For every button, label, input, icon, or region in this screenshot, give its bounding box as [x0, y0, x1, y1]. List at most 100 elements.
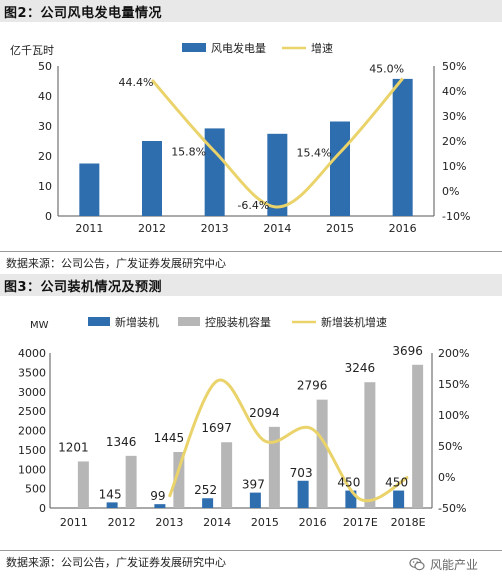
figure3-header: 图3：公司装机情况及预测 — [0, 274, 502, 296]
bar-new-installed — [154, 504, 166, 508]
y2-tick-label: 30% — [442, 110, 466, 123]
bar-new-installed — [297, 480, 309, 508]
y2-tick-label: 0% — [442, 185, 459, 198]
y2-tick-label: 200% — [438, 347, 469, 360]
growth-data-label: -6.4% — [237, 199, 269, 212]
legend-label-generation: 风电发电量 — [211, 41, 266, 55]
x-tick-label: 2011 — [60, 516, 88, 529]
figure2-header: 图2：公司风电发电量情况 — [0, 0, 502, 22]
watermark-text: 风能产业 — [430, 558, 479, 572]
x-tick-label: 2014 — [263, 222, 291, 235]
bar-generation — [392, 78, 413, 217]
capacity-data-label: 2796 — [297, 379, 328, 393]
y-tick-label: 0 — [39, 502, 46, 515]
x-tick-label: 2013 — [201, 222, 229, 235]
bar-capacity — [364, 382, 376, 508]
x-tick-label: 2016 — [299, 516, 327, 529]
bar-generation — [267, 133, 288, 216]
bar-new-installed — [345, 490, 357, 508]
y2-tick-label: 150% — [438, 378, 469, 391]
y2-tick-label: 40% — [442, 85, 466, 98]
new-installed-data-label: 703 — [290, 466, 313, 480]
growth-data-label: 15.4% — [297, 147, 332, 160]
new-installed-data-label: 450 — [385, 476, 408, 490]
legend-swatch-capacity — [178, 317, 200, 326]
bar-generation — [330, 121, 350, 216]
bar-generation — [79, 163, 100, 216]
new-installed-data-label: 252 — [194, 483, 217, 497]
bar-capacity — [77, 461, 89, 508]
capacity-data-label: 2094 — [249, 406, 280, 420]
y-tick-label: 2000 — [18, 425, 46, 438]
bar-generation — [142, 141, 162, 216]
x-tick-label: 2014 — [203, 516, 231, 529]
legend-label-growth: 新增装机增速 — [321, 315, 387, 329]
growth-data-label: 15.8% — [171, 146, 206, 159]
growth-data-label: 45.0% — [369, 63, 404, 76]
wechat-icon — [409, 557, 425, 571]
y-tick-label: 0 — [45, 210, 52, 223]
y-tick-label: 3000 — [18, 386, 46, 399]
x-tick-label: 2012 — [138, 222, 166, 235]
new-installed-data-label: 145 — [99, 487, 122, 501]
new-installed-data-label: 397 — [242, 478, 265, 492]
bar-capacity — [412, 364, 424, 508]
y2-tick-label: -10% — [442, 210, 470, 223]
bar-capacity — [173, 452, 185, 508]
legend-swatch-new-installed — [88, 317, 110, 326]
capacity-data-label: 3696 — [392, 344, 423, 358]
x-tick-label: 2015 — [326, 222, 354, 235]
bar-generation — [204, 128, 225, 216]
bar-new-installed — [106, 502, 118, 508]
y2-tick-label: 50% — [442, 60, 466, 73]
y-tick-label: 30 — [38, 120, 52, 133]
y2-tick-label: 20% — [442, 135, 466, 148]
y-tick-label: 20 — [38, 150, 52, 163]
y-tick-label: 40 — [38, 90, 52, 103]
bar-new-installed — [249, 492, 261, 508]
new-installed-data-label: 450 — [337, 476, 360, 490]
line-growth — [150, 77, 404, 209]
line-growth — [167, 378, 409, 503]
y-tick-label: 2500 — [18, 405, 46, 418]
bar-new-installed — [393, 490, 405, 508]
x-tick-label: 2018E — [391, 516, 426, 529]
y-tick-label: 1000 — [18, 463, 46, 476]
figure2-divider — [0, 251, 502, 252]
capacity-data-label: 3246 — [345, 361, 376, 375]
legend-label-new-installed: 新增装机 — [115, 315, 159, 329]
x-tick-label: 2017E — [343, 516, 378, 529]
bar-capacity — [268, 426, 280, 508]
figure2-source: 数据来源：公司公告，广发证券发展研究中心 — [6, 257, 226, 270]
bar-capacity — [316, 399, 328, 508]
new-installed-data-label: 99 — [150, 489, 165, 503]
y-axis-unit: 亿千瓦时 — [10, 44, 54, 57]
legend-label-growth: 增速 — [311, 41, 333, 55]
growth-data-label: 44.4% — [119, 76, 154, 89]
y-axis-unit: MW — [30, 320, 49, 331]
figure2-chart: 亿千瓦时 风电发电量 增速 0 10 20 30 40 50 -10% 0% 10% 20% 30% 40%… — [10, 41, 470, 235]
y2-tick-label: 50% — [438, 440, 462, 453]
capacity-data-label: 1201 — [58, 440, 89, 454]
y2-tick-label: -50% — [438, 502, 466, 515]
y-tick-label: 50 — [38, 60, 52, 73]
y-tick-label: 1500 — [18, 444, 46, 457]
x-tick-label: 2016 — [389, 222, 417, 235]
y-tick-label: 3500 — [18, 366, 46, 379]
figure3-source: 数据来源：公司公告，广发证券发展研究中心 — [6, 556, 226, 569]
x-tick-label: 2015 — [251, 516, 279, 529]
y-tick-label: 10 — [38, 180, 52, 193]
y2-tick-label: 100% — [438, 409, 469, 422]
y-tick-label: 500 — [25, 483, 46, 496]
bar-new-installed — [202, 498, 214, 508]
x-tick-label: 2013 — [155, 516, 183, 529]
figure2-title: 图2：公司风电发电量情况 — [4, 6, 163, 21]
legend-swatch-generation — [182, 43, 206, 52]
capacity-data-label: 1445 — [154, 431, 185, 445]
x-tick-label: 2012 — [108, 516, 136, 529]
capacity-data-label: 1697 — [201, 421, 232, 435]
figure3-title: 图3：公司装机情况及预测 — [4, 280, 163, 295]
bar-capacity — [221, 442, 233, 508]
legend-label-capacity: 控股装机容量 — [205, 315, 271, 329]
y2-tick-label: 10% — [442, 160, 466, 173]
